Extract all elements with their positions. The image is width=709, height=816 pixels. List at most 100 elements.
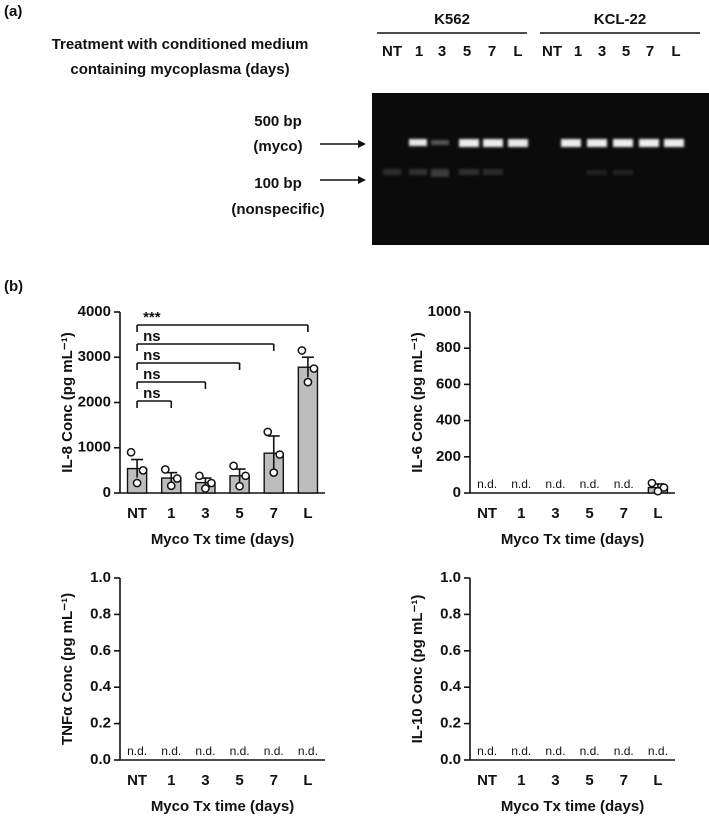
lane-label: 5 bbox=[622, 43, 630, 60]
sig-label: *** bbox=[143, 309, 161, 326]
data-point bbox=[166, 481, 176, 491]
lane-label: 3 bbox=[438, 43, 446, 60]
x-axis-label: Myco Tx time (days) bbox=[501, 798, 644, 815]
marker-label: (nonspecific) bbox=[231, 201, 324, 218]
value-label: n.d. bbox=[477, 744, 497, 758]
x-tick-label: NT bbox=[477, 772, 497, 789]
y-axis-label: IL-8 Conc (pg mL⁻¹) bbox=[59, 332, 76, 472]
y-tick-label: 0 bbox=[453, 484, 461, 501]
x-tick-label: NT bbox=[127, 772, 147, 789]
y-tick-label: 4000 bbox=[78, 303, 111, 320]
lane-label: 1 bbox=[574, 43, 582, 60]
panel-label: (a) bbox=[4, 3, 22, 20]
x-tick-label: NT bbox=[477, 505, 497, 522]
y-tick-label: 3000 bbox=[78, 348, 111, 365]
lane-label: L bbox=[671, 43, 680, 60]
y-tick-label: 0.6 bbox=[440, 642, 461, 659]
y-tick-label: 800 bbox=[436, 339, 461, 356]
x-tick-label: 1 bbox=[517, 505, 525, 522]
y-axis-label: TNFα Conc (pg mL⁻¹) bbox=[59, 593, 76, 745]
sig-label: ns bbox=[143, 366, 161, 383]
data-point bbox=[138, 466, 148, 475]
x-tick-label: 5 bbox=[585, 505, 593, 522]
x-axis-label: Myco Tx time (days) bbox=[151, 798, 294, 815]
lane-label: 5 bbox=[463, 43, 471, 60]
x-tick-label: 7 bbox=[270, 772, 278, 789]
y-tick-label: 0.2 bbox=[90, 715, 111, 732]
y-tick-label: 400 bbox=[436, 412, 461, 429]
x-tick-label: L bbox=[653, 772, 662, 789]
x-tick-label: L bbox=[303, 772, 312, 789]
x-tick-label: 1 bbox=[167, 505, 175, 522]
value-label: n.d. bbox=[298, 744, 318, 758]
gel-bands bbox=[383, 139, 684, 177]
x-tick-label: L bbox=[653, 505, 662, 522]
value-label: n.d. bbox=[477, 477, 497, 491]
sig-label: ns bbox=[143, 385, 161, 402]
y-axis-label: IL-10 Conc (pg mL⁻¹) bbox=[409, 595, 426, 744]
y-tick-label: 0.0 bbox=[440, 751, 461, 768]
value-label: n.d. bbox=[230, 744, 250, 758]
sig-label: ns bbox=[143, 347, 161, 364]
gel bbox=[372, 93, 709, 245]
marker-label: (myco) bbox=[253, 138, 302, 155]
data-point bbox=[126, 447, 136, 457]
data-point bbox=[229, 461, 238, 471]
data-point bbox=[172, 474, 182, 483]
data-point bbox=[132, 478, 142, 488]
x-axis-label: Myco Tx time (days) bbox=[151, 531, 294, 548]
data-point bbox=[241, 471, 250, 481]
lane-label: 3 bbox=[598, 43, 606, 60]
x-tick-label: 3 bbox=[201, 505, 209, 522]
y-tick-label: 0.0 bbox=[90, 751, 111, 768]
sig-label: ns bbox=[143, 328, 161, 345]
y-tick-label: 0.2 bbox=[440, 715, 461, 732]
value-label: n.d. bbox=[264, 744, 284, 758]
data-point bbox=[275, 450, 285, 459]
data-point bbox=[207, 478, 216, 488]
value-label: n.d. bbox=[580, 744, 600, 758]
lane-label: L bbox=[513, 43, 522, 60]
panel-label: (b) bbox=[4, 278, 23, 295]
group-label: K562 bbox=[434, 11, 470, 28]
data-point bbox=[653, 486, 663, 496]
value-label: n.d. bbox=[195, 744, 215, 758]
x-tick-label: 1 bbox=[517, 772, 525, 789]
value-label: n.d. bbox=[127, 744, 147, 758]
lane-label: 7 bbox=[646, 43, 654, 60]
group-label: KCL-22 bbox=[594, 11, 647, 28]
arrow-head bbox=[358, 176, 366, 184]
data-point bbox=[201, 484, 210, 493]
x-tick-label: 3 bbox=[551, 772, 559, 789]
marker-label: 500 bp bbox=[254, 113, 302, 130]
x-tick-label: 5 bbox=[235, 772, 243, 789]
data-point bbox=[195, 471, 204, 481]
value-label: n.d. bbox=[511, 744, 531, 758]
value-label: n.d. bbox=[545, 477, 565, 491]
value-label: n.d. bbox=[580, 477, 600, 491]
y-tick-label: 0.8 bbox=[90, 605, 111, 622]
y-tick-label: 2000 bbox=[78, 393, 111, 410]
y-tick-label: 0.8 bbox=[440, 605, 461, 622]
data-point bbox=[647, 478, 657, 488]
data-point bbox=[297, 346, 307, 355]
marker-label: 100 bp bbox=[254, 175, 302, 192]
lane-label: NT bbox=[542, 43, 562, 60]
data-point bbox=[235, 481, 244, 491]
value-label: n.d. bbox=[614, 477, 634, 491]
arrow-head bbox=[358, 140, 366, 148]
y-tick-label: 0.4 bbox=[90, 678, 112, 695]
x-axis-label: Myco Tx time (days) bbox=[501, 531, 644, 548]
x-tick-label: 3 bbox=[551, 505, 559, 522]
x-tick-label: L bbox=[303, 505, 312, 522]
x-tick-label: 1 bbox=[167, 772, 175, 789]
data-point bbox=[269, 468, 279, 477]
data-point bbox=[309, 364, 319, 373]
value-label: n.d. bbox=[648, 744, 668, 758]
y-tick-label: 1000 bbox=[428, 303, 461, 320]
y-tick-label: 200 bbox=[436, 448, 461, 465]
lane-label: 7 bbox=[488, 43, 496, 60]
x-tick-label: 7 bbox=[270, 505, 278, 522]
x-tick-label: 7 bbox=[620, 772, 628, 789]
